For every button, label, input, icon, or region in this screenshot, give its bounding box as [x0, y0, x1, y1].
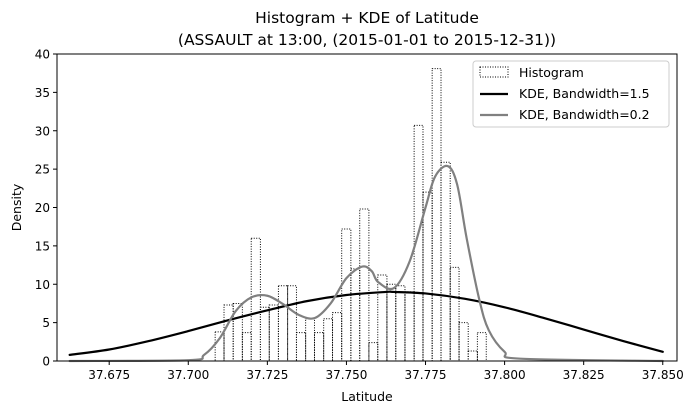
y-axis: 0 5 10 15 20 25 30 35 40 [35, 48, 57, 369]
y-tick-label: 35 [35, 86, 50, 100]
x-tick-label: 37.850 [642, 368, 684, 382]
chart-title: Histogram + KDE of Latitude [255, 9, 479, 27]
x-tick-label: 37.725 [246, 368, 288, 382]
histogram-bar [305, 318, 315, 362]
histogram-bar [268, 304, 279, 362]
histogram-bar [250, 237, 261, 362]
x-axis: 37.675 37.700 37.725 37.750 37.775 37.800 37.8… [88, 361, 684, 382]
x-tick-label: 37.750 [325, 368, 367, 382]
histogram-bar [287, 285, 297, 362]
histogram-bar [368, 342, 379, 362]
histogram-bar [386, 283, 397, 362]
histogram [214, 68, 487, 362]
x-tick-label: 37.775 [405, 368, 447, 382]
histogram-bar [223, 304, 234, 362]
histogram-bar [241, 332, 252, 362]
kde-lines [68, 164, 664, 363]
histogram-bar [313, 332, 325, 362]
legend-kde-02-label: KDE, Bandwidth=0.2 [519, 107, 650, 122]
histogram-bar [467, 350, 478, 362]
histogram-bar [395, 285, 406, 362]
legend-kde-15-label: KDE, Bandwidth=1.5 [519, 86, 650, 101]
histogram-bar [449, 266, 460, 362]
legend-histogram-swatch [479, 66, 509, 78]
y-tick-label: 15 [35, 239, 50, 253]
x-tick-label: 37.825 [563, 368, 605, 382]
histogram-bar [295, 332, 307, 362]
histogram-bar [422, 191, 433, 362]
histogram-bar [323, 318, 334, 362]
histogram-bar [476, 332, 487, 362]
y-tick-label: 5 [42, 316, 50, 330]
histogram-bar [440, 161, 451, 362]
histogram-bar [332, 312, 343, 362]
x-tick-label: 37.700 [167, 368, 209, 382]
y-tick-label: 30 [35, 124, 50, 138]
y-tick-label: 10 [35, 278, 50, 292]
legend-histogram-label: Histogram [519, 65, 584, 80]
legend: Histogram KDE, Bandwidth=1.5 KDE, Bandwi… [472, 60, 670, 128]
histogram-bar [350, 268, 361, 362]
y-tick-label: 0 [42, 355, 50, 369]
x-tick-label: 37.800 [484, 368, 526, 382]
histogram-bar [214, 331, 225, 362]
kde-line-bandwidth-0-2 [68, 164, 664, 363]
y-axis-label: Density [9, 183, 24, 231]
histogram-bar [359, 208, 370, 362]
histogram-bar [404, 291, 415, 362]
histogram-bar [259, 306, 270, 362]
histogram-bar [277, 285, 289, 362]
chart-subtitle: (ASSAULT at 13:00, (2015-01-01 to 2015-1… [178, 31, 556, 49]
y-tick-label: 20 [35, 201, 50, 215]
kde-line-bandwidth-1-5 [68, 290, 664, 356]
y-tick-label: 40 [35, 48, 50, 62]
x-axis-label: Latitude [341, 389, 393, 404]
histogram-bar [431, 68, 442, 362]
legend-box [472, 60, 670, 128]
histogram-bar [458, 322, 469, 362]
y-tick-label: 25 [35, 163, 50, 177]
x-tick-label: 37.675 [88, 368, 130, 382]
